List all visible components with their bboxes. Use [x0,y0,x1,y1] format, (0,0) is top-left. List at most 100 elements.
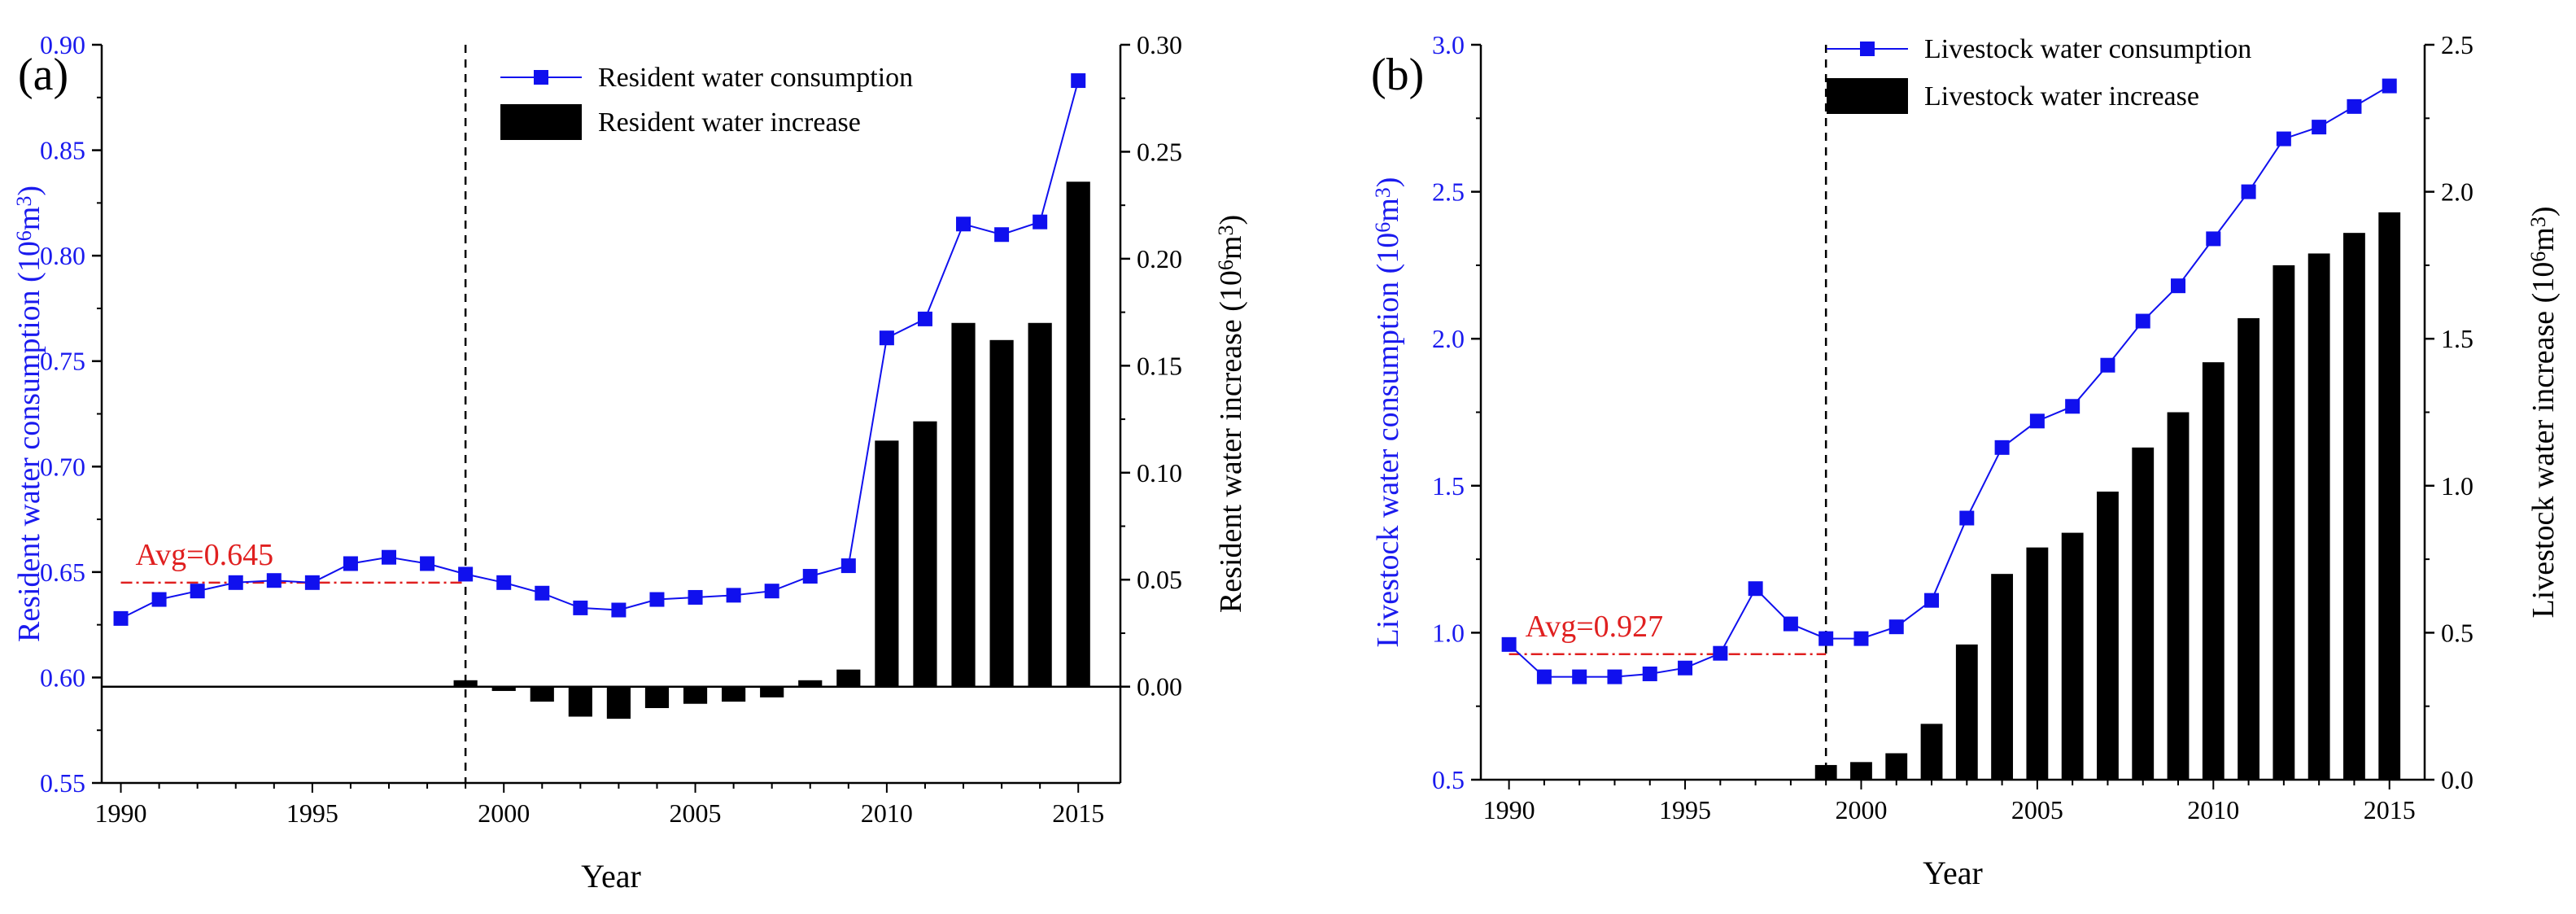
axis-label-part: 3 [12,196,36,207]
axis-label-part: Resident water consumption (10 [12,241,46,642]
axis-label-part: 3 [1214,225,1238,236]
consumption-point [266,573,282,588]
legend-bar-swatch [1827,78,1908,114]
consumption-point [1071,73,1086,89]
legend-marker-swatch [1860,42,1875,56]
axis-label-part: m [12,207,46,231]
consumption-point [2347,98,2362,114]
increase-bar [1920,724,1943,780]
right-tick-label: 1.5 [2441,324,2473,353]
x-tick-label: 2000 [478,798,530,828]
left-tick-label: 0.5 [1432,765,1465,794]
axis-label-part: 3 [2526,216,2550,227]
increase-bar [2202,362,2225,780]
consumption-point [535,585,550,601]
axis-label-part: m [1214,236,1248,260]
left-tick-label: 1.0 [1432,618,1465,647]
consumption-point [1853,631,1869,646]
increase-bar [644,686,670,708]
increase-bar [1991,574,2014,780]
increase-bar [951,322,976,687]
increase-bar [606,686,631,719]
left-tick-label: 0.85 [40,136,85,165]
axis-label-part: m [2526,227,2561,251]
increase-bar [568,686,592,717]
increase-bar [2378,212,2401,780]
consumption-point [228,575,243,590]
avg-label: Avg=0.927 [1526,610,1664,644]
right-axis-label: Livestock water increase (106m3) [2526,206,2561,618]
consumption-point [2135,313,2150,329]
consumption-point [496,575,512,590]
x-tick-label: 2010 [2187,795,2239,824]
increase-bar [1028,322,1052,687]
consumption-point [458,566,474,582]
x-axis-label: Year [581,858,641,894]
increase-bar [2132,447,2155,780]
right-tick-label: 0.5 [2441,618,2473,647]
x-tick-label: 2015 [1052,798,1104,828]
right-tick-label: 0.20 [1137,244,1182,273]
increase-bar [989,339,1014,687]
left-tick-label: 1.5 [1432,471,1465,501]
avg-label: Avg=0.645 [136,538,274,572]
right-tick-label: 0.30 [1137,30,1182,59]
x-tick-label: 2015 [2364,795,2416,824]
consumption-point [1994,440,2010,455]
consumption-point [917,311,932,326]
panel-b-chart: (b) 0.5 1.0 1.5 2.0 2.5 3.0 0.0 0.5 1.0 1.5 2.0 2.5 1… [1371,30,2561,891]
increase-bar [836,669,861,687]
increase-bar [453,680,478,687]
consumption-point [2206,231,2221,247]
left-axis-label: Resident water consumption (106m3) [12,186,46,642]
right-tick-label: 0.25 [1137,137,1182,166]
axis-label-part: ) [12,186,46,196]
legend-bar-swatch [500,104,582,140]
left-tick-label: 0.70 [40,452,85,481]
increase-bar [722,686,746,702]
increase-bar [760,686,784,698]
right-tick-label: 0.15 [1137,351,1182,380]
consumption-point [994,227,1010,243]
consumption-point [688,589,703,605]
consumption-point [2276,131,2291,147]
consumption-point [420,556,435,571]
left-tick-label: 0.55 [40,768,85,798]
x-tick-label: 2005 [670,798,722,828]
consumption-point [840,558,856,574]
consumption-point [1607,669,1622,684]
increase-bar [491,686,516,691]
right-tick-label: 2.5 [2441,30,2473,59]
consumption-point [1642,666,1657,681]
consumption-point [2029,413,2045,429]
x-tick-label: 1990 [1483,795,1535,824]
consumption-point [1818,631,1834,646]
increase-bar [1955,644,1978,780]
consumption-point [1678,660,1693,676]
legend-label-increase: Livestock water increase [1924,81,2199,112]
axis-label-part: 3 [1371,187,1395,198]
right-tick-label: 2.0 [2441,177,2473,207]
axis-label-part: ) [1371,177,1405,188]
increase-bar [530,686,554,702]
consumption-point [2100,357,2115,373]
consumption-point [151,592,167,607]
panel-label: (a) [18,50,68,100]
legend-label-consumption: Livestock water consumption [1924,34,2251,64]
consumption-point [304,575,320,590]
consumption-point [2241,184,2256,199]
axis-label-part: 6 [1371,222,1395,233]
consumption-point [190,584,205,599]
increase-bar [1814,764,1837,780]
increase-bar [2061,532,2084,780]
right-tick-label: 0.05 [1137,565,1182,594]
consumption-point [802,569,818,584]
increase-bar [1885,753,1908,780]
axis-label-part: 6 [2526,251,2550,262]
right-tick-label: 0.00 [1137,672,1182,702]
left-tick-label: 0.60 [40,663,85,692]
consumption-point [1572,669,1587,684]
right-tick-label: 1.0 [2441,471,2473,501]
increase-bar [683,686,708,704]
